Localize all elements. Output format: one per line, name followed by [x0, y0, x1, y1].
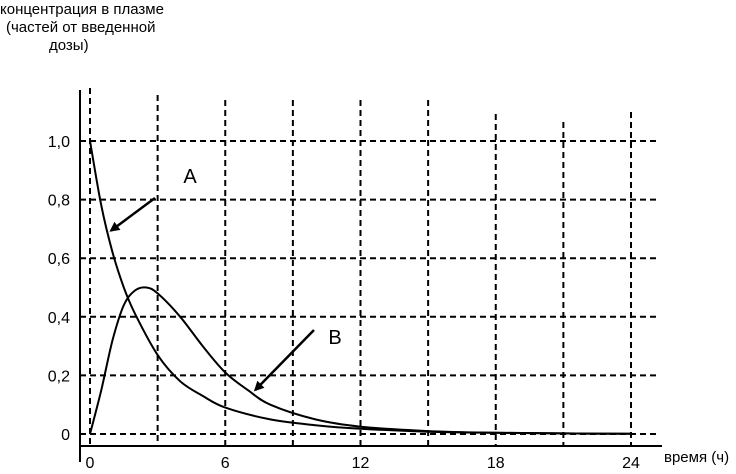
- y-axis-label-line-3: дозы): [49, 37, 89, 54]
- y-tick-label-3: 0,6: [48, 251, 70, 268]
- x-tick-label-1: 6: [221, 455, 230, 472]
- x-tick-label-0: 0: [86, 455, 95, 472]
- x-tick-label-2: 12: [352, 455, 370, 472]
- curve-label-b: B: [328, 327, 341, 349]
- y-tick-label-5: 1,0: [48, 134, 70, 151]
- y-axis-label-line-1: концентрация в плазме: [0, 1, 164, 18]
- annotation-arrow-b: [253, 329, 315, 392]
- curve-b: [89, 286, 632, 435]
- y-tick-label-2: 0,4: [48, 310, 70, 327]
- annotation-arrow-a: [109, 196, 156, 232]
- y-tick-label-0: 0: [61, 427, 70, 444]
- curve-label-a: A: [183, 166, 197, 188]
- x-tick-label-4: 24: [622, 455, 640, 472]
- x-tick-label-3: 18: [487, 455, 505, 472]
- y-axis-label-line-2: (частей от введенной: [6, 19, 156, 36]
- y-tick-label-1: 0,2: [48, 368, 70, 385]
- x-axis-label: время (ч): [664, 449, 729, 466]
- y-tick-label-4: 0,8: [48, 193, 70, 210]
